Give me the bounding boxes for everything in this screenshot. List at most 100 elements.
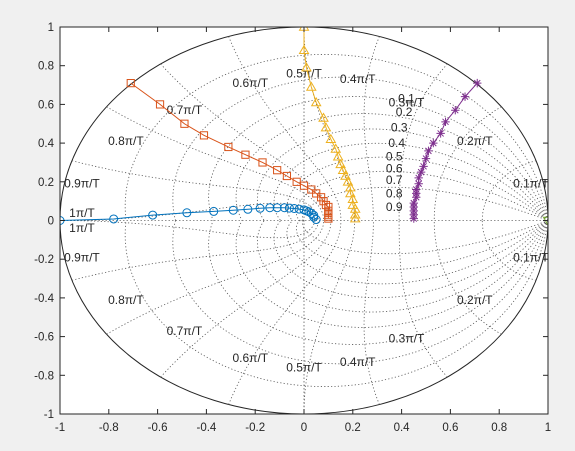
damping-curve — [286, 220, 548, 285]
frequency-label: 0.4π/T — [340, 72, 376, 86]
frequency-label: 0.5π/T — [286, 66, 322, 80]
frequency-curve — [481, 220, 537, 281]
y-tick-label: 1 — [48, 22, 54, 34]
data-point — [342, 176, 354, 186]
frequency-curve — [433, 106, 502, 221]
data-point — [324, 214, 333, 223]
frequency-label: 0.5π/T — [286, 361, 322, 375]
series-line — [303, 27, 356, 219]
data-point — [344, 182, 356, 192]
damping-curve — [208, 220, 548, 345]
data-point — [279, 203, 289, 213]
data-point — [298, 44, 310, 55]
data-point — [473, 78, 482, 88]
axis-ticks: -1 -0.8 -0.6 -0.4 -0.2 0 0.2 0.4 0.6 0.8 1 1 0.8 0.6 0… — [34, 22, 551, 434]
damping-curve — [295, 220, 548, 271]
data-point — [320, 122, 332, 132]
data-point — [180, 119, 189, 128]
frequency-curve — [60, 220, 315, 239]
data-point — [344, 187, 356, 198]
data-point — [311, 215, 321, 225]
damping-label: 0.9 — [386, 200, 403, 214]
damping-curve — [273, 220, 548, 299]
frequency-label: 0.1π/T — [513, 177, 549, 191]
data-point — [255, 203, 265, 213]
data-point — [265, 203, 275, 213]
frequency-label: 0.7π/T — [167, 324, 203, 338]
data-point — [419, 162, 428, 171]
damping-curve — [286, 156, 548, 221]
frequency-label: 1π/T — [69, 221, 95, 235]
data-point — [436, 129, 445, 138]
damping-curve — [301, 220, 548, 255]
data-point — [273, 166, 282, 175]
data-point — [224, 142, 233, 152]
x-tick-label: -0.6 — [148, 422, 168, 434]
frequency-label: 0.2π/T — [457, 134, 493, 148]
data-point — [301, 62, 312, 72]
data-point — [460, 92, 470, 101]
data-point — [199, 131, 209, 140]
data-point — [421, 154, 431, 163]
y-tick-label: 0.6 — [38, 99, 54, 111]
data-point — [284, 203, 294, 213]
data-point — [318, 112, 329, 122]
damping-label: 0.5 — [386, 150, 403, 164]
data-point — [424, 146, 433, 156]
y-tick-label: 0.2 — [38, 177, 54, 189]
frequency-label: 0.2π/T — [457, 293, 493, 307]
data-point — [126, 79, 135, 88]
series-1 — [60, 203, 321, 225]
data-point — [349, 203, 361, 213]
data-point — [414, 173, 423, 183]
x-tick-label: 0.6 — [442, 422, 458, 434]
data-point — [330, 143, 342, 153]
data-point — [272, 203, 282, 213]
frequency-label: 0.9π/T — [64, 250, 100, 264]
damping-label: 0.2 — [396, 105, 413, 119]
x-tick-label: 1 — [545, 422, 551, 434]
damping-curve — [235, 113, 548, 221]
data-point — [349, 209, 361, 219]
damping-label: 0.1 — [398, 92, 415, 106]
damping-curve — [295, 170, 548, 221]
damping-curve — [256, 220, 548, 313]
x-tick-label: 0 — [301, 422, 307, 434]
data-point — [340, 170, 351, 180]
damping-label: 0.3 — [391, 121, 408, 135]
x-tick-label: 0.4 — [394, 422, 411, 434]
data-point — [325, 133, 337, 144]
data-point — [335, 158, 346, 169]
x-tick-label: 0.8 — [491, 422, 507, 434]
data-point — [209, 206, 219, 216]
series-2 — [126, 79, 333, 223]
frequency-label: 1π/T — [69, 206, 95, 220]
data-point — [332, 151, 344, 161]
damping-label: 0.8 — [386, 186, 403, 200]
data-point — [241, 150, 250, 159]
data-point — [305, 81, 317, 91]
frequency-label: 0.7π/T — [167, 103, 203, 117]
data-point — [451, 106, 460, 115]
x-tick-label: -0.4 — [196, 422, 216, 434]
damping-curve — [273, 142, 548, 221]
y-tick-label: -1 — [44, 409, 54, 421]
data-point — [282, 171, 292, 181]
data-point — [414, 179, 423, 188]
data-point — [148, 210, 158, 220]
y-tick-label: -0.4 — [34, 293, 54, 305]
damping-label: 0.4 — [388, 136, 405, 150]
x-tick-label: -0.8 — [99, 422, 119, 434]
data-point — [441, 117, 450, 127]
frequency-curve — [228, 220, 342, 405]
data-point — [182, 208, 192, 218]
damping-curve — [256, 128, 548, 221]
damping-curve — [208, 96, 548, 221]
x-tick-label: -0.2 — [245, 422, 265, 434]
x-tick-label: 0.2 — [345, 422, 361, 434]
series-4 — [409, 78, 482, 223]
frequency-curve — [106, 106, 325, 221]
data-point — [429, 138, 438, 148]
y-tick-label: 0.4 — [38, 138, 55, 150]
